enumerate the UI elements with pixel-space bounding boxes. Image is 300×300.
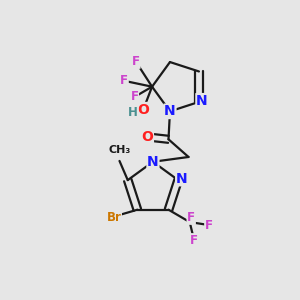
Text: F: F xyxy=(132,55,140,68)
Text: F: F xyxy=(205,218,213,232)
Text: O: O xyxy=(141,130,153,144)
Text: N: N xyxy=(176,172,188,186)
Text: F: F xyxy=(130,91,138,103)
Text: N: N xyxy=(164,104,176,118)
Text: H: H xyxy=(128,106,138,119)
Text: F: F xyxy=(190,234,198,247)
Text: N: N xyxy=(196,94,208,108)
Text: CH₃: CH₃ xyxy=(109,145,131,155)
Text: N: N xyxy=(147,155,159,169)
Text: F: F xyxy=(120,74,128,87)
Text: O: O xyxy=(137,103,149,117)
Text: F: F xyxy=(187,211,195,224)
Text: Br: Br xyxy=(106,211,121,224)
